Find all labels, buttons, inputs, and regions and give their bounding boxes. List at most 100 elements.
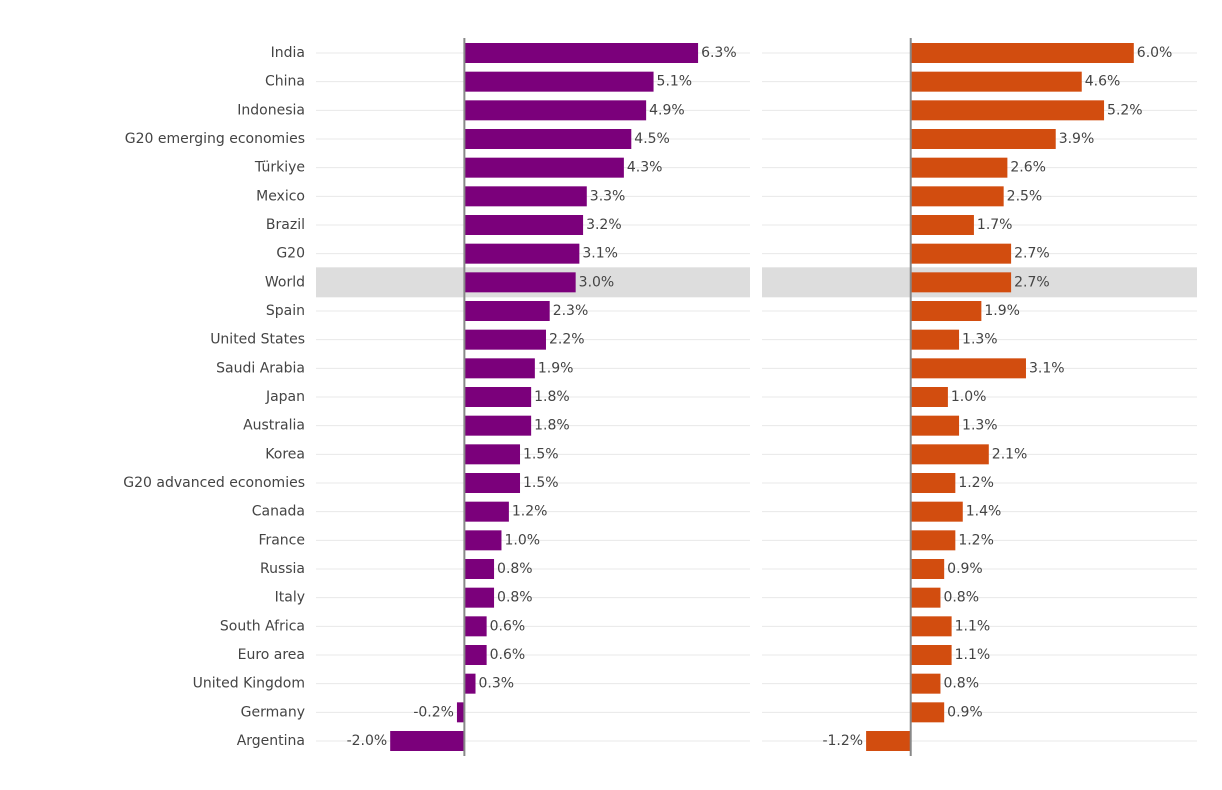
bar — [910, 501, 963, 522]
category-label: Saudi Arabia — [216, 360, 305, 376]
bar — [464, 673, 476, 694]
category-label: South Africa — [220, 618, 305, 634]
category-label: Korea — [265, 446, 305, 462]
value-label: 3.1% — [1029, 360, 1065, 376]
category-label: Argentina — [237, 733, 305, 749]
bar — [464, 358, 535, 379]
value-label: 4.3% — [627, 160, 663, 176]
bar — [464, 329, 546, 350]
bar — [464, 415, 532, 436]
category-label: G20 — [276, 246, 305, 262]
bar — [464, 616, 487, 637]
category-label: Euro area — [238, 647, 305, 663]
value-label: 3.2% — [586, 217, 622, 233]
bar — [390, 731, 465, 751]
bar — [910, 186, 1004, 207]
value-label: 1.4% — [966, 504, 1002, 520]
category-label: Mexico — [256, 188, 305, 204]
value-label: 3.0% — [579, 274, 615, 290]
value-label: 2.1% — [992, 446, 1028, 462]
category-label: Türkiye — [254, 160, 305, 176]
value-label: 0.8% — [497, 590, 533, 606]
bar — [910, 243, 1012, 264]
bar — [464, 157, 624, 178]
value-label: 1.2% — [512, 504, 548, 520]
bar — [910, 301, 982, 321]
category-label: Australia — [243, 418, 305, 434]
bar — [910, 387, 948, 407]
value-label: 1.8% — [534, 389, 570, 405]
value-label: 0.9% — [947, 561, 983, 577]
bar — [866, 731, 911, 751]
value-label: 1.3% — [962, 418, 998, 434]
bar — [910, 100, 1105, 121]
bar — [910, 43, 1134, 63]
value-label: 0.8% — [943, 676, 979, 692]
value-label: -1.2% — [822, 733, 863, 749]
bar — [464, 71, 654, 92]
value-label: 0.9% — [947, 704, 983, 720]
bar — [910, 215, 974, 235]
value-label: 1.0% — [951, 389, 987, 405]
value-label: -2.0% — [347, 733, 388, 749]
bar — [464, 530, 502, 551]
bar — [464, 387, 532, 407]
category-label: India — [271, 45, 305, 61]
value-label: 4.6% — [1085, 74, 1121, 90]
bar — [910, 673, 941, 694]
value-label: 1.7% — [977, 217, 1013, 233]
value-label: 5.2% — [1107, 102, 1143, 118]
bar — [910, 530, 956, 551]
category-label: China — [265, 74, 305, 90]
bar — [910, 473, 956, 493]
bar — [464, 215, 584, 235]
bar — [464, 444, 521, 465]
value-label: 3.3% — [590, 188, 626, 204]
value-label: 1.8% — [534, 418, 570, 434]
value-label: 1.1% — [955, 647, 991, 663]
bar — [464, 645, 487, 665]
bar — [910, 415, 960, 436]
bar — [464, 272, 576, 293]
bar — [464, 559, 495, 579]
value-label: 1.0% — [504, 532, 540, 548]
value-label: -0.2% — [413, 704, 454, 720]
value-label: 0.6% — [490, 647, 526, 663]
category-label: Japan — [265, 389, 305, 405]
bar — [464, 43, 699, 63]
bar — [464, 186, 587, 207]
bar — [464, 243, 580, 264]
category-label: United Kingdom — [193, 676, 305, 692]
category-label: Italy — [275, 590, 305, 606]
value-label: 1.2% — [958, 532, 994, 548]
bar — [910, 329, 960, 350]
bar — [910, 157, 1008, 178]
category-label: Spain — [266, 303, 305, 319]
bar — [910, 129, 1056, 149]
value-label: 0.8% — [497, 561, 533, 577]
value-label: 2.7% — [1014, 274, 1050, 290]
category-label: United States — [210, 332, 305, 348]
value-label: 4.5% — [634, 131, 670, 147]
value-label: 2.3% — [553, 303, 589, 319]
category-label: Brazil — [266, 217, 305, 233]
bar — [910, 645, 952, 665]
value-label: 0.3% — [479, 676, 515, 692]
value-label: 0.8% — [943, 590, 979, 606]
value-label: 2.6% — [1010, 160, 1046, 176]
bar — [464, 301, 550, 321]
bar — [464, 501, 509, 522]
value-label: 1.3% — [962, 332, 998, 348]
bar — [910, 444, 989, 465]
value-label: 1.9% — [984, 303, 1020, 319]
bar — [464, 129, 632, 149]
value-label: 3.9% — [1059, 131, 1095, 147]
value-label: 0.6% — [490, 618, 526, 634]
value-label: 2.2% — [549, 332, 585, 348]
bar — [464, 587, 495, 608]
bar — [910, 616, 952, 637]
category-label: Indonesia — [237, 102, 305, 118]
value-label: 1.9% — [538, 360, 574, 376]
value-label: 1.1% — [955, 618, 991, 634]
